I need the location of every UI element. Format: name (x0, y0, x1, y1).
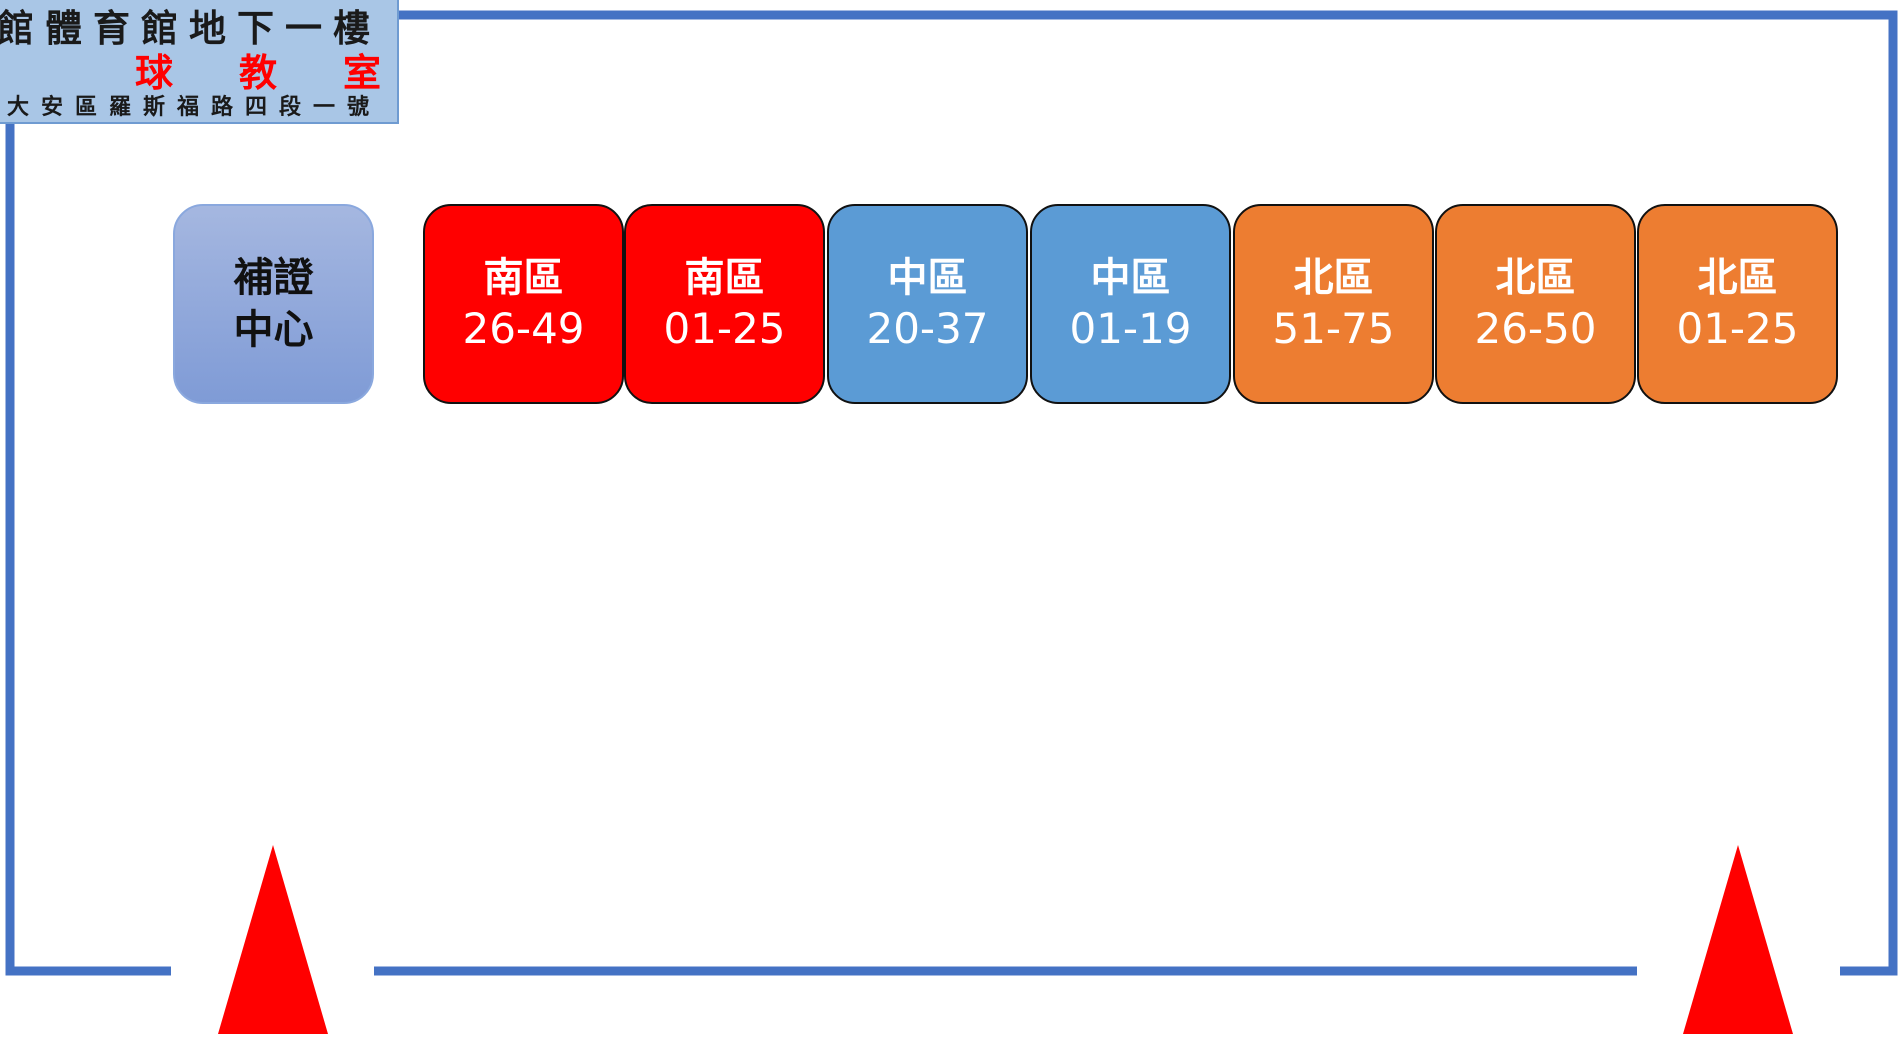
booth-zone-label: 南區 (483, 255, 564, 301)
booth-range-label: 01-25 (1676, 304, 1799, 353)
entrance-arrow-left-icon (218, 845, 328, 1034)
booth-zone-label: 南區 (684, 255, 765, 301)
venue-header: 館體育館地下一樓 球教室 市大安區羅斯福路四段一號 (0, 0, 399, 124)
booth-range-label: 01-25 (663, 304, 786, 353)
booth-north-01-25: 北區 01-25 (1637, 204, 1838, 404)
reissue-center-label-line1: 補證 (233, 255, 314, 301)
booth-zone-label: 中區 (1090, 255, 1171, 301)
venue-room-line: 球教室 (134, 51, 381, 95)
reissue-center-label-line2: 中心 (233, 307, 314, 353)
booth-zone-label: 中區 (887, 255, 968, 301)
booth-north-51-75: 北區 51-75 (1233, 204, 1434, 404)
booth-range-label: 51-75 (1272, 304, 1395, 353)
booth-range-label: 01-19 (1069, 304, 1192, 353)
booth-central-20-37: 中區 20-37 (827, 204, 1028, 404)
venue-address-line: 市大安區羅斯福路四段一號 (0, 95, 381, 120)
reissue-center-booth: 補證 中心 (173, 204, 374, 404)
entrance-arrow-right-icon (1683, 845, 1793, 1034)
booth-zone-label: 北區 (1495, 255, 1576, 301)
booth-range-label: 26-50 (1474, 304, 1597, 353)
venue-location-line: 館體育館地下一樓 (0, 7, 381, 50)
booth-zone-label: 北區 (1697, 255, 1778, 301)
booth-range-label: 26-49 (462, 304, 585, 353)
booth-north-26-50: 北區 26-50 (1435, 204, 1636, 404)
booth-zone-label: 北區 (1293, 255, 1374, 301)
booth-central-01-19: 中區 01-19 (1030, 204, 1231, 404)
booth-south-01-25: 南區 01-25 (624, 204, 825, 404)
booth-south-26-49: 南區 26-49 (423, 204, 624, 404)
booth-range-label: 20-37 (866, 304, 989, 353)
